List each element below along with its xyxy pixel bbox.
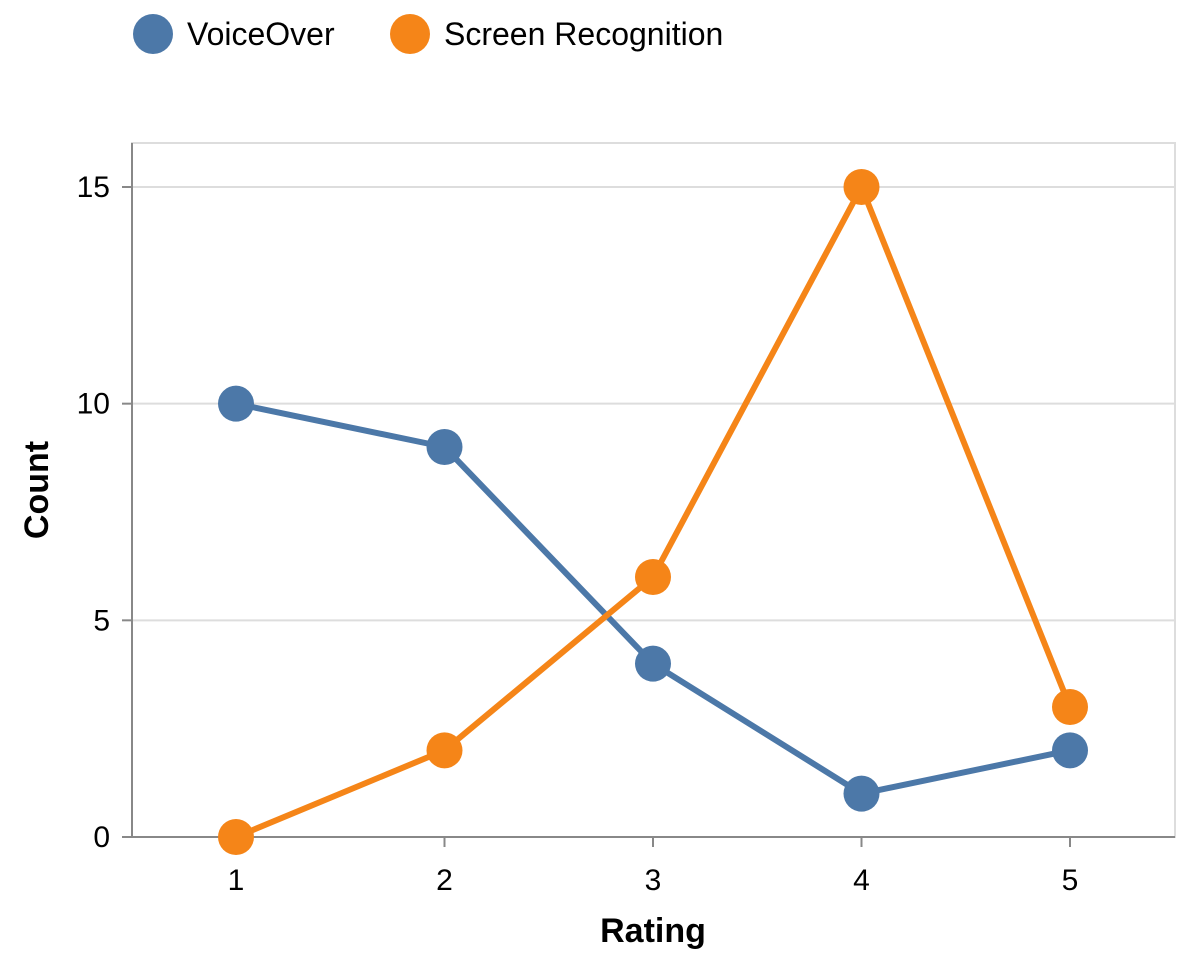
data-point-voiceover-5 <box>1052 732 1088 769</box>
data-point-screen-recognition-2 <box>426 732 463 769</box>
legend-swatch-screen-recognition <box>390 14 430 54</box>
x-tick-label-3: 3 <box>645 864 662 897</box>
x-tick-label-4: 4 <box>853 864 870 897</box>
legend-label-voiceover: VoiceOver <box>187 16 335 52</box>
y-tick-label-10: 10 <box>77 388 110 421</box>
x-tick-label-1: 1 <box>228 864 245 897</box>
series-layer <box>218 169 1088 855</box>
data-point-voiceover-2 <box>426 429 463 465</box>
gridlines <box>132 186 1175 622</box>
data-point-screen-recognition-1 <box>218 819 254 855</box>
legend-item-screen-recognition: Screen Recognition <box>390 14 723 54</box>
legend-label-screen-recognition: Screen Recognition <box>444 16 723 52</box>
x-tick-label-5: 5 <box>1062 864 1079 897</box>
y-axis-ticks: 0 5 10 15 <box>77 171 132 854</box>
legend: VoiceOver Screen Recognition <box>133 14 723 54</box>
series-voiceover <box>218 385 1088 812</box>
y-tick-label-0: 0 <box>93 821 110 854</box>
data-point-voiceover-1 <box>218 385 254 422</box>
y-tick-label-15: 15 <box>77 171 110 204</box>
legend-item-voiceover: VoiceOver <box>133 14 335 54</box>
legend-swatch-voiceover <box>133 14 173 54</box>
x-tick-label-2: 2 <box>436 864 453 897</box>
series-line-screen-recognition <box>233 184 1073 840</box>
series-line-voiceover <box>233 400 1073 797</box>
y-tick-label-5: 5 <box>93 604 110 637</box>
data-point-screen-recognition-4 <box>843 169 880 205</box>
data-point-screen-recognition-5 <box>1052 689 1088 725</box>
x-axis-ticks: 1 2 3 4 5 <box>228 837 1079 897</box>
x-axis-title: Rating <box>600 912 706 950</box>
data-point-screen-recognition-3 <box>635 559 671 595</box>
data-point-voiceover-4 <box>843 775 880 812</box>
plot-area <box>131 142 1176 838</box>
data-point-voiceover-3 <box>635 645 671 682</box>
y-axis-title: Count <box>18 441 56 539</box>
series-screen-recognition <box>218 169 1088 855</box>
